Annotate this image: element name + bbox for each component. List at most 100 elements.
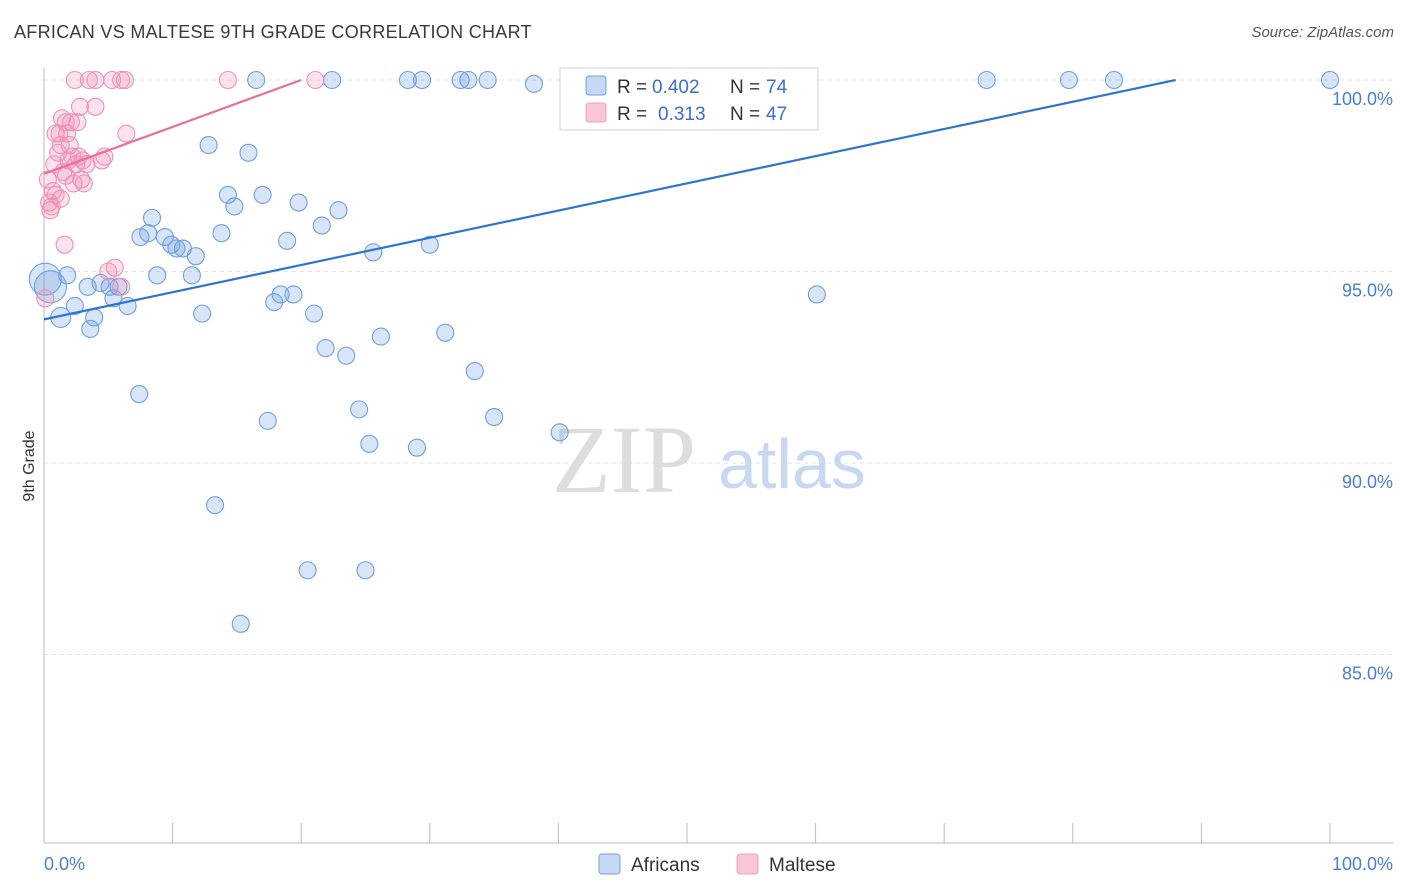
- africans-point: [284, 285, 303, 304]
- africans-point: [350, 400, 369, 419]
- maltese-point: [61, 113, 81, 132]
- africans-point: [239, 143, 258, 162]
- africans-point: [356, 561, 375, 580]
- africans-point: [265, 293, 284, 312]
- maltese-point: [65, 70, 84, 90]
- bottom-legend-swatch-maltese: [736, 853, 759, 875]
- africans-point: [478, 70, 497, 90]
- africans-point: [85, 308, 104, 327]
- africans-point: [1059, 70, 1078, 90]
- africans-point: [298, 561, 317, 580]
- legend-r-africans: 0.402: [652, 77, 700, 98]
- maltese-point: [218, 70, 237, 90]
- africans-point: [371, 327, 390, 346]
- watermark-atlas: atlas: [718, 425, 866, 503]
- africans-point: [420, 235, 439, 254]
- maltese-point: [105, 258, 124, 277]
- watermark-zip: ZIP: [552, 406, 696, 513]
- maltese-point: [112, 277, 131, 296]
- africans-point: [231, 614, 250, 633]
- africans-trend-line: [43, 78, 1176, 321]
- africans-point: [398, 70, 417, 90]
- africans-point: [253, 185, 272, 204]
- africans-point: [323, 70, 342, 90]
- africans-point: [459, 70, 478, 90]
- africans-point: [155, 227, 174, 247]
- africans-point: [360, 434, 379, 453]
- africans-point: [316, 339, 335, 358]
- africans-point: [205, 496, 225, 515]
- africans-point: [485, 407, 504, 427]
- trend-layer: [43, 78, 1176, 321]
- axes-layer: 85.0% 90.0% 95.0% 100.0% 0.0% 100.0%: [43, 68, 1393, 874]
- africans-point: [465, 362, 484, 381]
- africans-point: [550, 423, 569, 442]
- legend-n-africans: 74: [766, 77, 788, 98]
- legend-r-label-africans: R =: [617, 77, 647, 98]
- maltese-point: [38, 170, 57, 189]
- maltese-point: [86, 97, 105, 116]
- africans-point: [33, 270, 67, 304]
- x-tick-label-right: 100.0%: [1332, 854, 1393, 874]
- points-layer: [28, 70, 1340, 633]
- x-tick-label-left: 0.0%: [44, 854, 85, 874]
- africans-point: [139, 224, 158, 243]
- legend-r-label-maltese: R =: [617, 104, 647, 125]
- y-tick-label: 90.0%: [1342, 472, 1393, 492]
- africans-point: [305, 304, 324, 323]
- legend-swatch-africans: [585, 75, 607, 96]
- africans-point: [193, 304, 212, 323]
- africans-point: [451, 70, 470, 90]
- africans-point: [289, 193, 308, 212]
- legend-n-maltese: 47: [766, 104, 787, 125]
- y-tick-label: 95.0%: [1342, 281, 1393, 301]
- legend-n-label-maltese: N =: [730, 104, 760, 125]
- africans-point: [1320, 70, 1340, 90]
- legend-swatch-maltese: [585, 102, 607, 123]
- maltese-point: [115, 70, 135, 90]
- grid-layer: [44, 79, 1393, 655]
- bottom-legend-maltese: Maltese: [769, 855, 836, 876]
- africans-point: [1104, 70, 1124, 90]
- africans-point: [271, 285, 290, 304]
- africans-point: [81, 319, 100, 339]
- bottom-legend: Africans Maltese: [598, 853, 836, 876]
- maltese-point: [68, 113, 87, 132]
- africans-point: [364, 243, 383, 262]
- maltese-point: [70, 97, 90, 116]
- y-axis-title: 9th Grade: [21, 430, 38, 501]
- africans-point: [329, 201, 348, 220]
- africans-point: [807, 285, 826, 304]
- y-tick-label: 85.0%: [1342, 664, 1393, 684]
- chart-title: AFRICAN VS MALTESE 9TH GRADE CORRELATION…: [14, 22, 532, 42]
- watermark: ZIP atlas: [552, 406, 866, 513]
- africans-point: [130, 385, 149, 404]
- africans-point: [167, 239, 186, 258]
- africans-point: [312, 216, 331, 235]
- africans-point: [212, 224, 231, 243]
- africans-point: [977, 70, 996, 90]
- africans-point: [65, 296, 84, 316]
- bottom-legend-africans: Africans: [631, 855, 700, 876]
- maltese-point: [51, 189, 70, 208]
- africans-point: [182, 266, 201, 285]
- africans-point: [436, 323, 455, 342]
- africans-point: [413, 70, 432, 90]
- africans-point: [337, 346, 356, 365]
- maltese-point: [58, 124, 77, 143]
- africans-point: [218, 185, 237, 204]
- maltese-point: [112, 70, 131, 90]
- africans-point: [199, 136, 218, 155]
- legend-r-maltese: 0.313: [658, 104, 706, 125]
- africans-point: [142, 208, 162, 227]
- bottom-legend-swatch-africans: [598, 853, 621, 875]
- africans-point: [148, 266, 167, 285]
- maltese-point: [79, 70, 99, 90]
- maltese-point: [86, 70, 105, 90]
- africans-point: [225, 197, 244, 216]
- africans-point: [186, 247, 205, 266]
- maltese-point: [306, 70, 325, 90]
- chart-source: Source: ZipAtlas.com: [1251, 24, 1394, 41]
- africans-point: [247, 70, 266, 90]
